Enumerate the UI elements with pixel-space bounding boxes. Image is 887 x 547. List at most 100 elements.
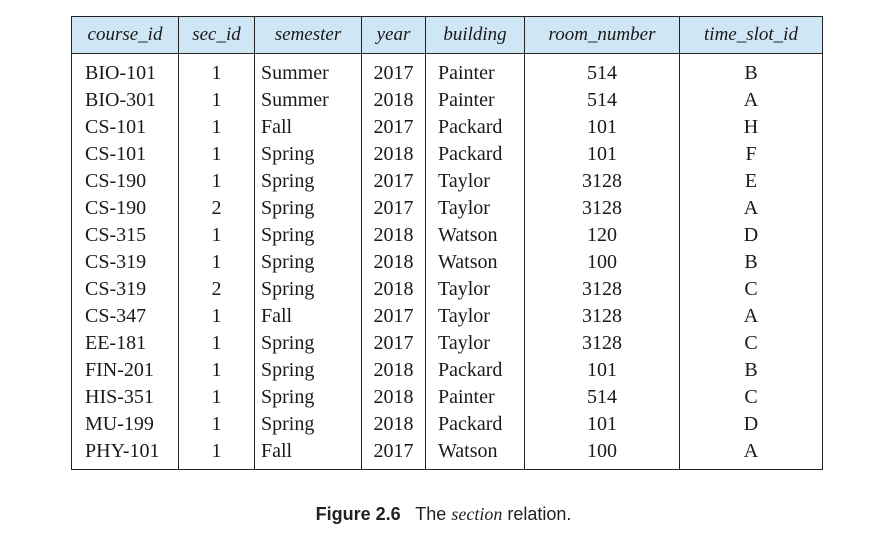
cell-course-id: CS-190 — [71, 195, 179, 222]
cell-time-slot-id: D — [679, 411, 823, 438]
cell-time-slot-id: A — [679, 87, 823, 114]
cell-time-slot-id: C — [679, 384, 823, 411]
cell-building: Painter — [425, 53, 525, 87]
cell-time-slot-id: B — [679, 357, 823, 384]
cell-semester: Spring — [254, 357, 362, 384]
cell-semester: Summer — [254, 87, 362, 114]
cell-time-slot-id: B — [679, 53, 823, 87]
cell-course-id: EE-181 — [71, 330, 179, 357]
cell-sec-id: 1 — [178, 249, 255, 276]
cell-time-slot-id: H — [679, 114, 823, 141]
cell-room-number: 514 — [524, 53, 680, 87]
cell-building: Packard — [425, 411, 525, 438]
cell-course-id: BIO-101 — [71, 53, 179, 87]
table-row: CS-101 1 Spring 2018 Packard 101 F — [71, 141, 823, 168]
cell-course-id: CS-190 — [71, 168, 179, 195]
cell-year: 2018 — [361, 222, 426, 249]
table-row: MU-199 1 Spring 2018 Packard 101 D — [71, 411, 823, 438]
table-row: HIS-351 1 Spring 2018 Painter 514 C — [71, 384, 823, 411]
cell-room-number: 101 — [524, 141, 680, 168]
cell-course-id: CS-347 — [71, 303, 179, 330]
cell-time-slot-id: A — [679, 195, 823, 222]
cell-year: 2018 — [361, 249, 426, 276]
cell-semester: Spring — [254, 276, 362, 303]
table-row: BIO-301 1 Summer 2018 Painter 514 A — [71, 87, 823, 114]
header-course-id: course_id — [71, 16, 179, 54]
figure-caption: Figure 2.6 The section relation. — [0, 504, 887, 525]
cell-building: Packard — [425, 141, 525, 168]
cell-semester: Fall — [254, 438, 362, 470]
header-row: course_id sec_id semester year building … — [71, 16, 823, 54]
cell-year: 2017 — [361, 114, 426, 141]
figure-label: Figure 2.6 — [315, 504, 401, 524]
cell-sec-id: 1 — [178, 87, 255, 114]
cell-year: 2018 — [361, 276, 426, 303]
cell-room-number: 514 — [524, 87, 680, 114]
table-row: CS-101 1 Fall 2017 Packard 101 H — [71, 114, 823, 141]
cell-course-id: CS-315 — [71, 222, 179, 249]
cell-course-id: CS-101 — [71, 114, 179, 141]
cell-sec-id: 1 — [178, 222, 255, 249]
cell-room-number: 3128 — [524, 195, 680, 222]
cell-year: 2018 — [361, 141, 426, 168]
cell-sec-id: 2 — [178, 195, 255, 222]
cell-sec-id: 1 — [178, 303, 255, 330]
table-row: PHY-101 1 Fall 2017 Watson 100 A — [71, 438, 823, 470]
cell-room-number: 3128 — [524, 168, 680, 195]
cell-sec-id: 1 — [178, 330, 255, 357]
cell-sec-id: 1 — [178, 357, 255, 384]
cell-year: 2018 — [361, 411, 426, 438]
header-semester: semester — [254, 16, 362, 54]
cell-semester: Spring — [254, 141, 362, 168]
cell-time-slot-id: C — [679, 330, 823, 357]
table-row: CS-319 2 Spring 2018 Taylor 3128 C — [71, 276, 823, 303]
cell-course-id: CS-319 — [71, 276, 179, 303]
caption-suffix: relation. — [507, 504, 572, 524]
cell-course-id: FIN-201 — [71, 357, 179, 384]
table-row: CS-319 1 Spring 2018 Watson 100 B — [71, 249, 823, 276]
cell-semester: Spring — [254, 384, 362, 411]
cell-sec-id: 1 — [178, 114, 255, 141]
cell-building: Taylor — [425, 330, 525, 357]
cell-course-id: CS-101 — [71, 141, 179, 168]
cell-sec-id: 1 — [178, 411, 255, 438]
caption-relation-name: section — [451, 504, 503, 524]
caption-prefix: The — [415, 504, 447, 524]
cell-building: Painter — [425, 87, 525, 114]
cell-room-number: 120 — [524, 222, 680, 249]
table-row: CS-347 1 Fall 2017 Taylor 3128 A — [71, 303, 823, 330]
cell-building: Taylor — [425, 276, 525, 303]
cell-year: 2017 — [361, 303, 426, 330]
cell-room-number: 100 — [524, 438, 680, 470]
cell-room-number: 100 — [524, 249, 680, 276]
cell-building: Taylor — [425, 195, 525, 222]
cell-sec-id: 1 — [178, 384, 255, 411]
cell-year: 2017 — [361, 53, 426, 87]
cell-room-number: 3128 — [524, 330, 680, 357]
cell-year: 2017 — [361, 168, 426, 195]
cell-course-id: CS-319 — [71, 249, 179, 276]
cell-building: Watson — [425, 438, 525, 470]
cell-sec-id: 1 — [178, 438, 255, 470]
cell-semester: Spring — [254, 249, 362, 276]
cell-course-id: BIO-301 — [71, 87, 179, 114]
cell-semester: Spring — [254, 222, 362, 249]
cell-year: 2017 — [361, 330, 426, 357]
header-time-slot-id: time_slot_id — [679, 16, 823, 54]
cell-semester: Spring — [254, 168, 362, 195]
section-relation-table-wrap: course_id sec_id semester year building … — [71, 16, 823, 470]
cell-course-id: HIS-351 — [71, 384, 179, 411]
table-header: course_id sec_id semester year building … — [71, 16, 823, 54]
cell-time-slot-id: A — [679, 438, 823, 470]
table-row: CS-190 2 Spring 2017 Taylor 3128 A — [71, 195, 823, 222]
cell-year: 2017 — [361, 438, 426, 470]
cell-room-number: 101 — [524, 411, 680, 438]
table-row: FIN-201 1 Spring 2018 Packard 101 B — [71, 357, 823, 384]
table-row: CS-315 1 Spring 2018 Watson 120 D — [71, 222, 823, 249]
header-sec-id: sec_id — [178, 16, 255, 54]
header-year: year — [361, 16, 426, 54]
cell-room-number: 3128 — [524, 276, 680, 303]
table-row: EE-181 1 Spring 2017 Taylor 3128 C — [71, 330, 823, 357]
cell-year: 2018 — [361, 357, 426, 384]
cell-time-slot-id: F — [679, 141, 823, 168]
